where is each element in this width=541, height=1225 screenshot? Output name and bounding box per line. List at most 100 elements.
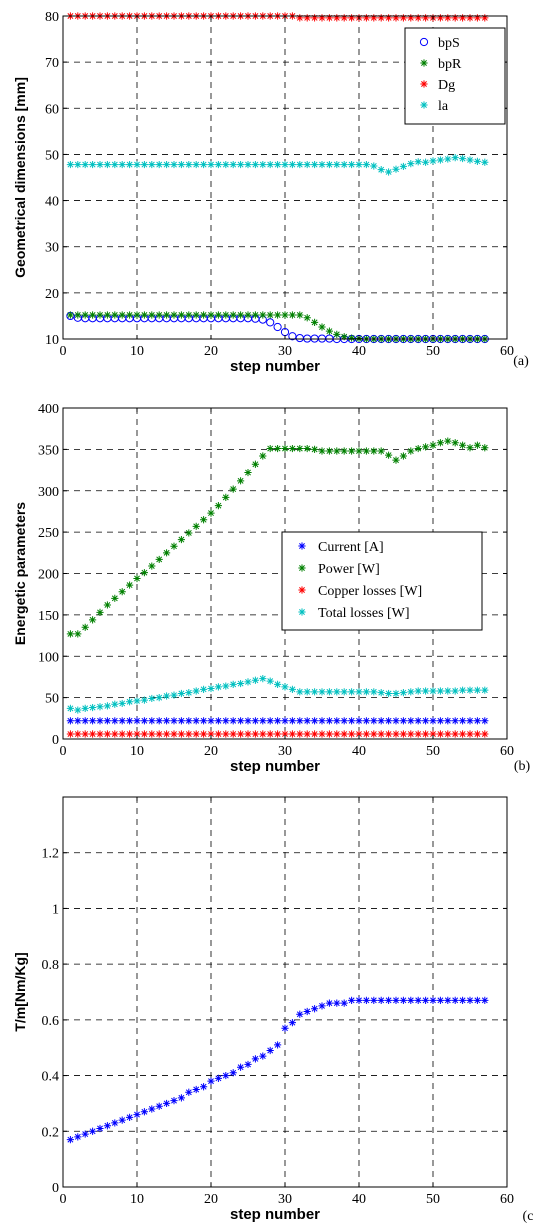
data-point (481, 717, 489, 725)
data-point (207, 717, 215, 725)
data-point (170, 1097, 178, 1105)
data-point (340, 717, 348, 725)
legend-marker (298, 542, 306, 550)
data-point (177, 730, 185, 738)
data-point (274, 717, 282, 725)
data-point (148, 694, 156, 703)
data-point (451, 730, 459, 738)
data-point (155, 311, 163, 319)
data-point (237, 679, 245, 688)
data-point (473, 157, 481, 165)
y-tick-label: 0.8 (42, 958, 60, 973)
data-point (355, 160, 363, 169)
data-point (385, 996, 393, 1004)
data-point (118, 699, 126, 708)
data-point (451, 154, 459, 162)
data-point (348, 14, 356, 22)
data-point (273, 322, 282, 332)
data-point (348, 730, 356, 738)
data-point (103, 717, 111, 725)
legend-label: Total losses [W] (318, 606, 410, 621)
data-point (81, 730, 89, 738)
data-point (370, 996, 378, 1004)
data-point (414, 996, 422, 1004)
data-point (303, 14, 311, 22)
legend-marker (298, 564, 306, 572)
data-point (96, 311, 104, 319)
data-point (311, 318, 319, 326)
data-point (377, 447, 385, 455)
data-point (103, 1122, 111, 1130)
x-tick-label: 40 (352, 744, 366, 759)
data-point (200, 516, 208, 524)
data-point (311, 14, 319, 22)
data-point (148, 717, 156, 725)
data-point (377, 996, 385, 1004)
data-point (66, 717, 74, 725)
y-tick-label: 0.4 (42, 1070, 60, 1085)
data-point (111, 311, 119, 319)
data-point (207, 509, 215, 517)
data-point (288, 717, 296, 725)
data-point (274, 730, 282, 738)
data-point (66, 160, 74, 169)
data-point (237, 477, 245, 485)
legend-marker (298, 586, 306, 594)
data-point (318, 160, 326, 169)
data-point (414, 158, 422, 166)
data-point (207, 311, 215, 319)
data-point (311, 688, 319, 696)
data-point (74, 1133, 82, 1141)
legend-label: Power [W] (318, 562, 380, 577)
data-point (74, 160, 82, 169)
data-point (348, 160, 356, 169)
data-point (185, 689, 193, 697)
data-point (126, 1113, 134, 1121)
x-tick-label: 20 (204, 1192, 218, 1207)
data-point (296, 160, 304, 169)
data-point (459, 154, 467, 163)
data-point (163, 311, 171, 319)
data-point (325, 14, 333, 22)
data-point (266, 730, 274, 738)
x-tick-label: 10 (130, 344, 144, 359)
data-point (399, 162, 407, 171)
data-point (185, 717, 193, 725)
data-point (422, 14, 430, 22)
data-point (466, 156, 474, 164)
data-point (163, 160, 171, 169)
data-point (222, 160, 230, 169)
data-point (259, 717, 267, 725)
legend-box (404, 27, 506, 125)
data-point (222, 717, 230, 725)
legend-marker (420, 101, 428, 109)
data-point (407, 730, 415, 738)
y-tick-label: 400 (38, 402, 59, 417)
x-tick-label: 30 (278, 344, 292, 359)
data-point (229, 1069, 237, 1077)
data-point (481, 730, 489, 738)
data-point (111, 594, 119, 602)
data-point (81, 1130, 89, 1138)
data-point (229, 680, 237, 688)
data-point (251, 730, 259, 738)
data-point (266, 717, 274, 725)
data-point (229, 311, 237, 319)
data-point (237, 160, 245, 169)
data-point (74, 717, 82, 725)
data-point (103, 160, 111, 169)
data-point (163, 717, 171, 725)
data-point (399, 996, 407, 1004)
data-point (444, 996, 452, 1004)
data-point (214, 160, 222, 169)
data-point (192, 522, 200, 530)
legend-label: Dg (438, 78, 455, 93)
data-point (377, 166, 385, 174)
x-tick-label: 50 (426, 344, 440, 359)
data-point (244, 678, 252, 686)
data-point (377, 730, 385, 738)
data-point (237, 1063, 245, 1071)
data-point (370, 162, 378, 170)
y-axis-label: Geometrical dimensions [mm] (12, 77, 28, 278)
